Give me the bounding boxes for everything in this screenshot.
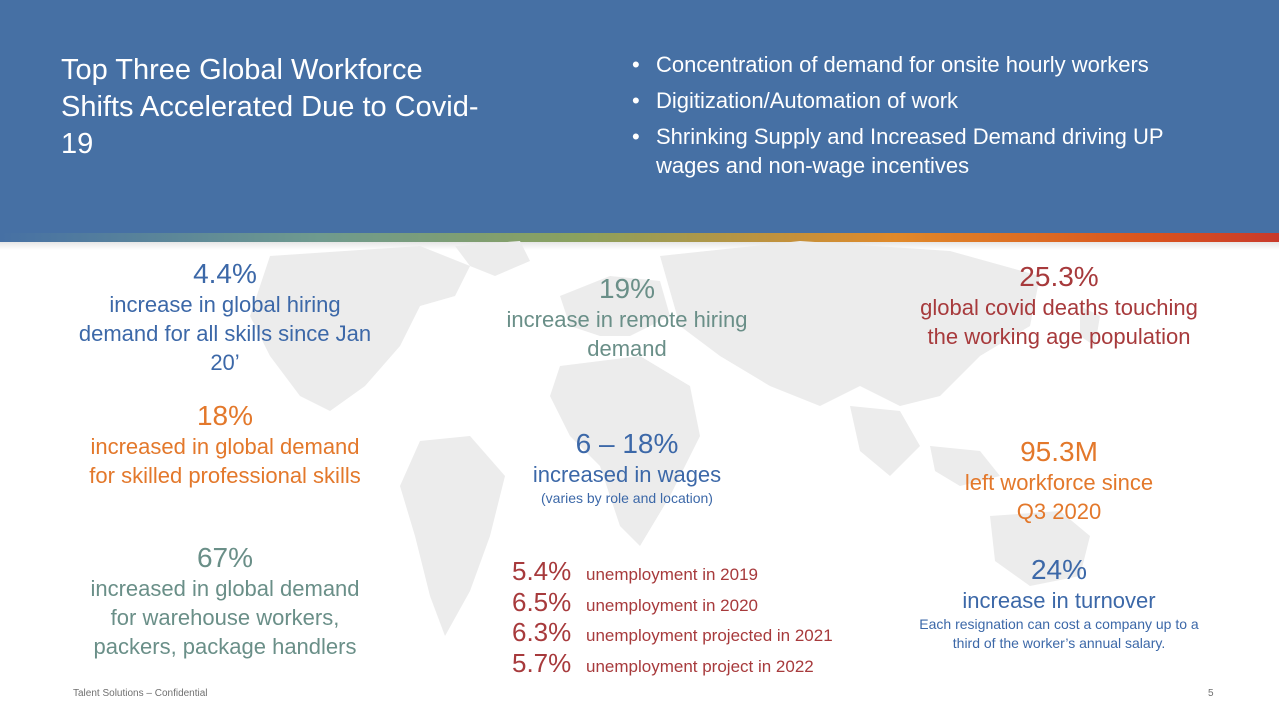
bullet-item: Shrinking Supply and Increased Demand dr… (632, 122, 1232, 180)
list-item: 5.7% unemployment project in 2022 (512, 648, 892, 679)
unemployment-label: unemployment project in 2022 (586, 656, 814, 676)
stat-value: 95.3M (1020, 436, 1098, 467)
stat-value: 18% (196, 400, 254, 431)
bullet-item: Concentration of demand for onsite hourl… (632, 50, 1232, 79)
stat-value: 24% (1030, 554, 1088, 585)
unemployment-value: 5.7% (512, 647, 572, 678)
stat-remote-hiring: 19% increase in remote hiring demand (502, 273, 752, 363)
unemployment-value: 6.3% (512, 617, 572, 647)
shift-bullet-list: Concentration of demand for onsite hourl… (632, 50, 1232, 187)
page-number: 5 (1208, 688, 1214, 699)
stat-covid-deaths: 25.3% global covid deaths touching the w… (919, 261, 1199, 351)
stat-description: global covid deaths touching the working… (920, 295, 1198, 349)
unemployment-list: 5.4% unemployment in 2019 6.5% unemploym… (512, 556, 892, 678)
list-item: 6.5% unemployment in 2020 (512, 587, 892, 618)
stat-description: increase in turnover (962, 588, 1156, 613)
header-banner: Top Three Global Workforce Shifts Accele… (0, 0, 1279, 236)
stat-hiring-demand: 4.4% increase in global hiring demand fo… (75, 258, 375, 377)
color-stripe (0, 233, 1279, 242)
stat-value: 6 – 18% (575, 428, 679, 459)
stat-value: 25.3% (1019, 261, 1099, 292)
unemployment-label: unemployment projected in 2021 (586, 626, 833, 645)
unemployment-label: unemployment in 2019 (586, 565, 759, 584)
stat-note: Each resignation can cost a company up t… (919, 616, 1199, 651)
bullet-item: Digitization/Automation of work (632, 86, 1232, 115)
list-item: 6.3% unemployment projected in 2021 (512, 617, 892, 648)
unemployment-value: 6.5% (512, 586, 572, 617)
stat-description: left workforce since Q3 2020 (964, 470, 1154, 524)
header-shadow (0, 242, 1279, 250)
stat-description: increase in global hiring demand for all… (78, 292, 372, 375)
stat-description: increased in wages (532, 462, 722, 487)
stat-description: increased in global demand for warehouse… (90, 576, 360, 659)
stat-warehouse-demand: 67% increased in global demand for wareh… (75, 542, 375, 661)
stat-value: 19% (598, 273, 656, 304)
world-map-background (250, 241, 1100, 636)
stat-left-workforce: 95.3M left workforce since Q3 2020 (959, 436, 1159, 526)
stat-turnover: 24% increase in turnover Each resignatio… (909, 554, 1209, 653)
stat-description: increased in global demand for skilled p… (89, 434, 361, 488)
stat-skilled-demand: 18% increased in global demand for skill… (75, 400, 375, 490)
stat-wages: 6 – 18% increased in wages (varies by ro… (502, 428, 752, 508)
stat-description: increase in remote hiring demand (506, 307, 748, 361)
stat-note: (varies by role and location) (541, 490, 713, 506)
list-item: 5.4% unemployment in 2019 (512, 556, 892, 587)
stat-value: 4.4% (193, 258, 257, 289)
slide-title: Top Three Global Workforce Shifts Accele… (61, 54, 479, 160)
stat-value: 67% (196, 542, 254, 573)
unemployment-label: unemployment in 2020 (586, 595, 759, 615)
footer-confidential: Talent Solutions – Confidential (73, 688, 208, 699)
unemployment-value: 5.4% (512, 556, 572, 586)
